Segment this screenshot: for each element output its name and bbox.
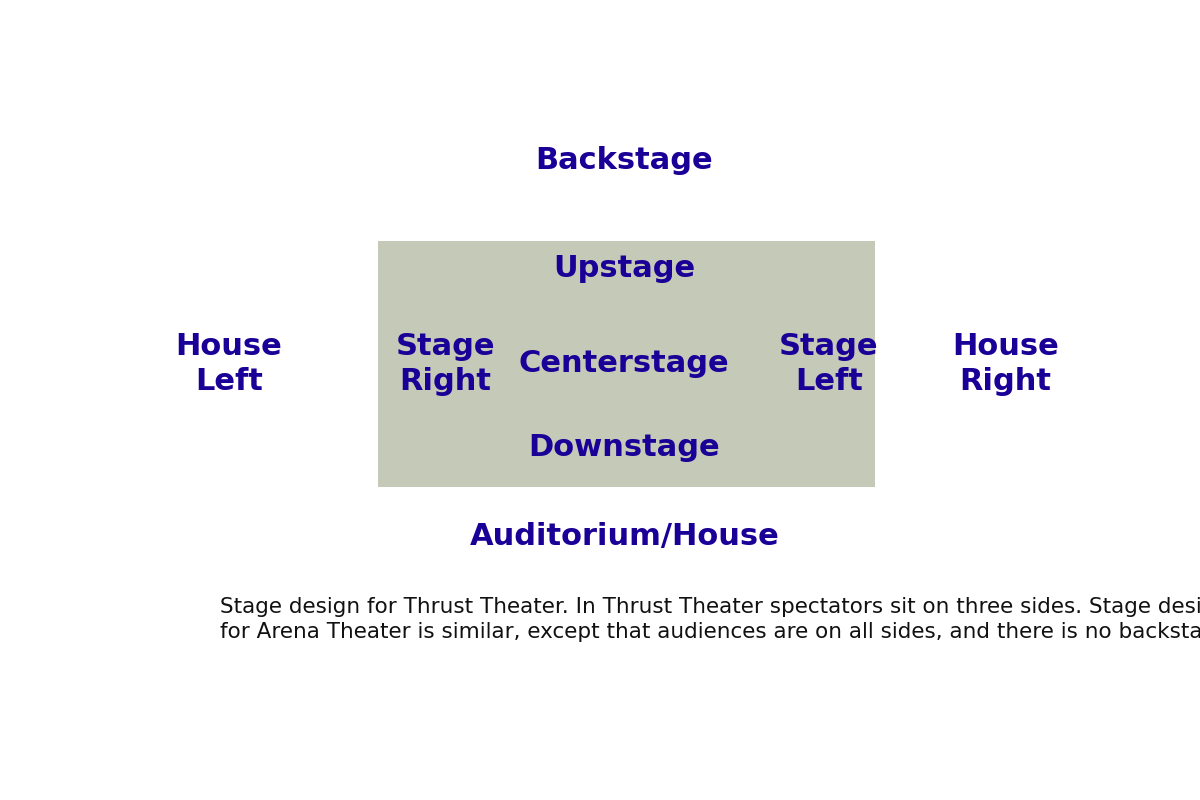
Text: Stage
Left: Stage Left bbox=[779, 331, 878, 397]
Text: House
Left: House Left bbox=[175, 331, 282, 397]
Text: House
Right: House Right bbox=[953, 331, 1058, 397]
Text: Backstage: Backstage bbox=[535, 146, 713, 175]
Text: Upstage: Upstage bbox=[553, 254, 695, 283]
Text: Stage
Right: Stage Right bbox=[396, 331, 496, 397]
Text: Auditorium/House: Auditorium/House bbox=[469, 522, 779, 551]
Text: for Arena Theater is similar, except that audiences are on all sides, and there : for Arena Theater is similar, except tha… bbox=[220, 622, 1200, 642]
Text: Stage design for Thrust Theater. In Thrust Theater spectators sit on three sides: Stage design for Thrust Theater. In Thru… bbox=[220, 598, 1200, 618]
Text: Centerstage: Centerstage bbox=[518, 350, 730, 378]
FancyBboxPatch shape bbox=[378, 241, 876, 487]
Text: Downstage: Downstage bbox=[528, 433, 720, 462]
